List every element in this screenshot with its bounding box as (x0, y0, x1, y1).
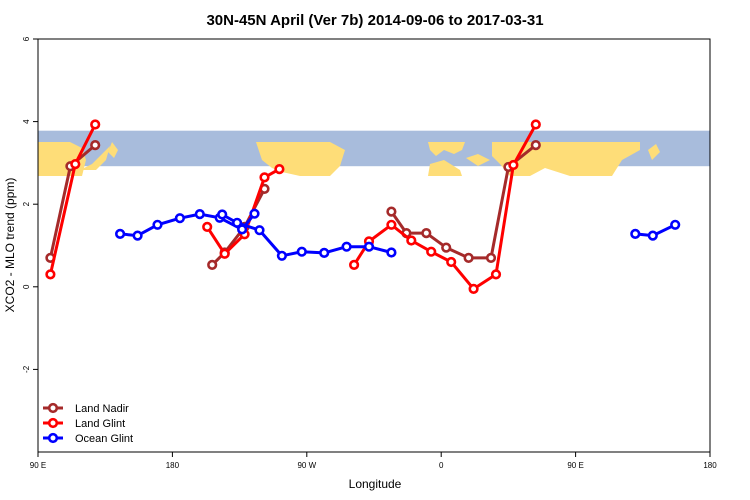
data-point (90, 140, 101, 151)
data-point (426, 246, 437, 257)
legend-label: Land Nadir (75, 403, 129, 415)
y-axis: -2 0 2 4 6 (22, 36, 38, 373)
legend: Land Nadir Land Glint Ocean Glint (43, 402, 133, 445)
data-point (217, 209, 228, 220)
map-land (492, 142, 600, 176)
data-point (274, 164, 285, 175)
data-point (490, 269, 502, 280)
map-land (256, 142, 345, 176)
data-point (254, 225, 265, 236)
legend-label: Ocean Glint (75, 433, 133, 445)
plot-frame (37, 38, 711, 453)
data-point (530, 119, 541, 130)
legend-item-ocean-glint: Ocean Glint (43, 432, 133, 445)
series-line (352, 123, 538, 291)
data-point (276, 250, 288, 261)
data-point (463, 252, 474, 263)
data-point (194, 209, 205, 220)
legend-item-land-nadir: Land Nadir (43, 402, 129, 415)
map-land (466, 154, 490, 166)
data-point (670, 219, 681, 230)
y-tick-label: 4 (22, 119, 31, 124)
data-point (237, 224, 248, 235)
data-point (249, 208, 260, 219)
data-point (386, 219, 397, 230)
data-point (630, 228, 641, 239)
data-point (386, 206, 397, 217)
data-point (232, 217, 243, 228)
x-axis: 90 E 180 90 W 0 90 E 180 (30, 452, 717, 470)
x-axis-label: Longitude (349, 477, 402, 491)
data-point (152, 219, 163, 230)
x-tick-label: 90 W (297, 461, 316, 470)
legend-label: Land Glint (75, 418, 125, 430)
data-point (207, 259, 218, 271)
legend-marker (47, 432, 59, 444)
data-point (468, 283, 479, 295)
data-point (114, 228, 126, 239)
data-point (341, 241, 352, 252)
data-point (386, 247, 397, 258)
map-land (108, 142, 118, 158)
legend-marker (47, 402, 59, 414)
data-point (647, 230, 658, 241)
legend-item-land-glint: Land Glint (43, 417, 125, 430)
x-tick-label: 0 (439, 461, 444, 470)
x-tick-label: 180 (703, 461, 717, 470)
data-point (406, 235, 417, 246)
data-point (485, 252, 497, 263)
map-land (600, 142, 640, 176)
world-map-band (38, 130, 710, 176)
series-land-nadir (45, 140, 541, 271)
map-land (80, 146, 110, 170)
x-tick-label: 90 E (567, 461, 583, 470)
data-point (349, 259, 360, 271)
y-tick-label: 0 (22, 284, 31, 289)
data-point (441, 242, 452, 253)
data-point (296, 246, 307, 257)
series-layer (45, 119, 681, 295)
data-point (70, 159, 81, 170)
y-tick-label: 2 (22, 201, 31, 206)
y-axis-label: XCO2 - MLO trend (ppm) (3, 178, 17, 313)
map-land (428, 142, 465, 156)
data-point (202, 221, 213, 232)
y-tick-label: 6 (22, 36, 31, 41)
data-point (132, 230, 143, 241)
map-land (428, 160, 462, 176)
data-point (363, 241, 375, 252)
data-point (508, 159, 519, 171)
data-point (90, 119, 101, 130)
data-point (259, 172, 270, 183)
data-point (446, 256, 457, 268)
x-tick-label: 90 E (30, 461, 46, 470)
data-point (174, 213, 185, 224)
x-tick-label: 180 (166, 461, 180, 470)
chart-title: 30N-45N April (Ver 7b) 2014-09-06 to 201… (206, 12, 543, 29)
data-point (45, 269, 56, 280)
data-point (319, 247, 330, 258)
data-point (530, 140, 541, 151)
y-tick-label: -2 (22, 365, 31, 373)
map-land (648, 144, 660, 160)
data-point (219, 248, 230, 259)
series-ocean-glint (114, 208, 681, 261)
legend-marker (47, 417, 59, 429)
data-point (421, 228, 432, 239)
